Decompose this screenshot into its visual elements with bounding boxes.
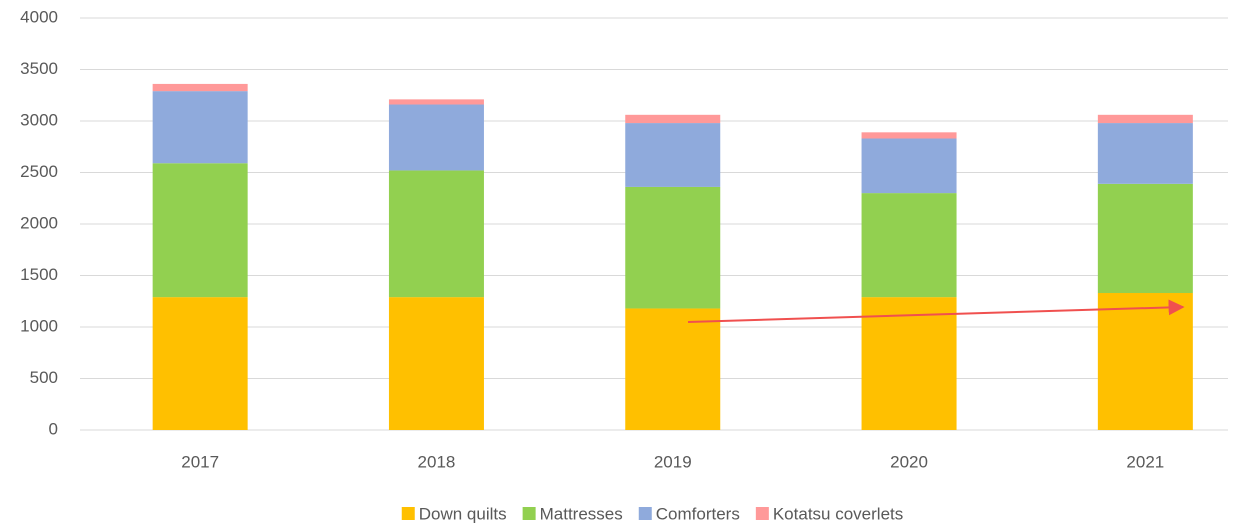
legend-label: Kotatsu coverlets — [773, 504, 903, 523]
bar-segment — [152, 91, 248, 164]
bar-segment — [388, 170, 484, 298]
y-tick-label: 2500 — [20, 162, 58, 181]
y-tick-label: 1500 — [20, 265, 58, 284]
legend-label: Comforters — [656, 504, 740, 523]
bar-segment — [388, 297, 484, 430]
bars — [152, 83, 1193, 430]
bar-segment — [861, 193, 957, 298]
x-tick-label: 2019 — [654, 452, 692, 471]
y-tick-label: 2000 — [20, 213, 58, 232]
bar-segment — [625, 114, 721, 124]
legend-label: Mattresses — [540, 504, 623, 523]
bar-segment — [625, 186, 721, 309]
x-tick-label: 2021 — [1126, 452, 1164, 471]
legend-swatch — [638, 507, 652, 520]
bar-segment — [861, 132, 957, 139]
bar-segment — [152, 297, 248, 430]
y-tick-label: 3500 — [20, 59, 58, 78]
y-tick-label: 4000 — [20, 7, 58, 26]
legend-label: Down quilts — [419, 504, 507, 523]
bar-segment — [388, 99, 484, 105]
bar-segment — [861, 138, 957, 194]
y-tick-label: 1000 — [20, 316, 58, 335]
legend-swatch — [755, 507, 769, 520]
bar-segment — [152, 83, 248, 92]
y-tick-label: 3000 — [20, 110, 58, 129]
bar-segment — [625, 123, 721, 187]
bar-segment — [861, 297, 957, 430]
bar-segment — [388, 104, 484, 171]
x-tick-label: 2018 — [418, 452, 456, 471]
x-tick-label: 2017 — [181, 452, 219, 471]
x-tick-label: 2020 — [890, 452, 928, 471]
legend-swatch — [401, 507, 415, 520]
bar-segment — [1097, 183, 1193, 294]
bar-segment — [1097, 123, 1193, 184]
bar-segment — [1097, 114, 1193, 124]
bar-segment — [152, 163, 248, 298]
y-tick-label: 0 — [49, 419, 58, 438]
trend-arrow — [687, 299, 1185, 323]
legend-swatch — [522, 507, 536, 520]
bar-segment — [1097, 293, 1193, 430]
y-tick-label: 500 — [30, 368, 58, 387]
bar-segment — [625, 308, 721, 430]
